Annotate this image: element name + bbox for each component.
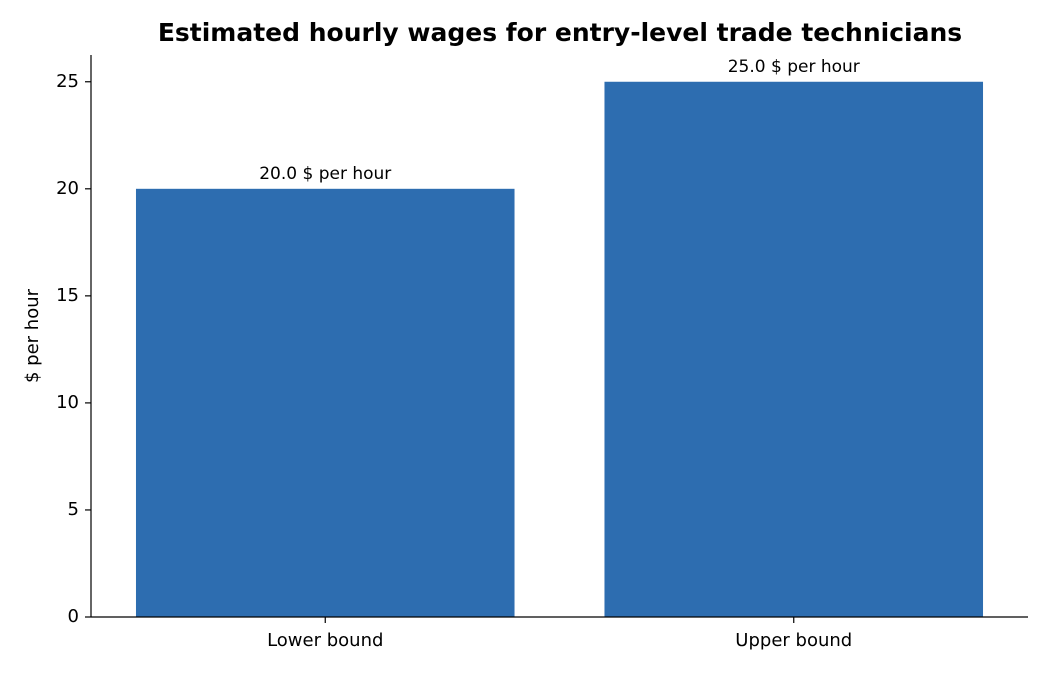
x-tick-label: Lower bound — [267, 630, 383, 651]
value-label: 25.0 $ per hour — [728, 57, 860, 77]
value-label: 20.0 $ per hour — [259, 164, 391, 184]
y-tick-label: 0 — [68, 606, 79, 627]
x-tick-label: Upper bound — [735, 630, 852, 651]
bar — [135, 188, 515, 618]
y-tick-label: 15 — [56, 285, 79, 306]
y-tick-label: 20 — [56, 178, 79, 199]
y-tick-label: 25 — [56, 71, 79, 92]
bar — [604, 81, 984, 617]
y-axis-label: $ per hour — [22, 288, 43, 383]
y-tick-label: 5 — [68, 499, 79, 520]
chart-title: Estimated hourly wages for entry-level t… — [158, 18, 962, 47]
y-tick-label: 10 — [56, 392, 79, 413]
